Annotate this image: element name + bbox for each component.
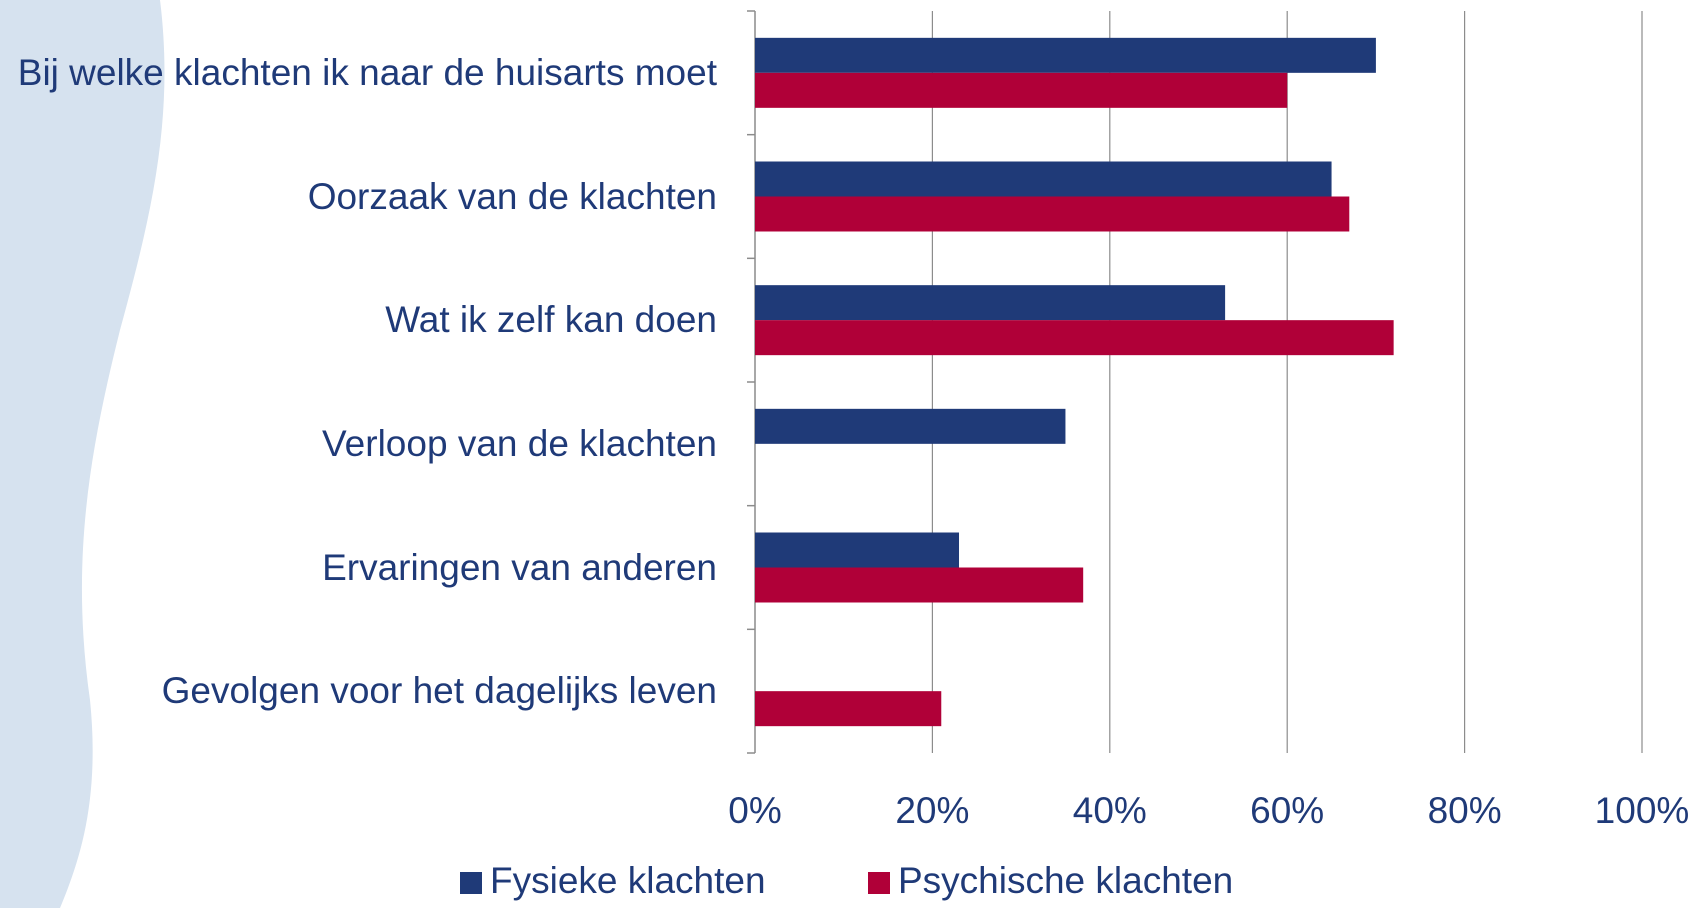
bar	[755, 285, 1226, 321]
x-tick-label: 60%	[1250, 790, 1324, 831]
y-tick-label: Verloop van de klachten	[322, 422, 717, 464]
bar	[755, 196, 1350, 232]
y-tick-label: Oorzaak van de klachten	[307, 175, 717, 217]
x-tick-label: 40%	[1073, 790, 1147, 831]
x-tick-label: 0%	[728, 790, 781, 831]
x-tick-label: 80%	[1428, 790, 1502, 831]
bar	[755, 691, 942, 727]
x-tick-label: 20%	[895, 790, 969, 831]
bar	[755, 532, 960, 568]
background-shape	[0, 0, 165, 908]
y-tick-label: Gevolgen voor het dagelijks leven	[161, 670, 717, 712]
bar	[755, 72, 1288, 108]
x-tick-label: 100%	[1595, 790, 1690, 831]
bar	[755, 567, 1084, 603]
legend-swatch	[868, 872, 890, 894]
bar	[755, 320, 1394, 356]
legend-label: Psychische klachten	[898, 860, 1233, 901]
legend-swatch	[460, 872, 482, 894]
y-tick-label: Bij welke klachten ik naar de huisarts m…	[17, 51, 717, 93]
y-tick-label: Wat ik zelf kan doen	[385, 299, 717, 341]
legend-label: Fysieke klachten	[490, 860, 766, 901]
bar	[755, 161, 1332, 197]
bar	[755, 408, 1066, 444]
bar	[755, 37, 1376, 73]
y-tick-label: Ervaringen van anderen	[322, 546, 717, 588]
